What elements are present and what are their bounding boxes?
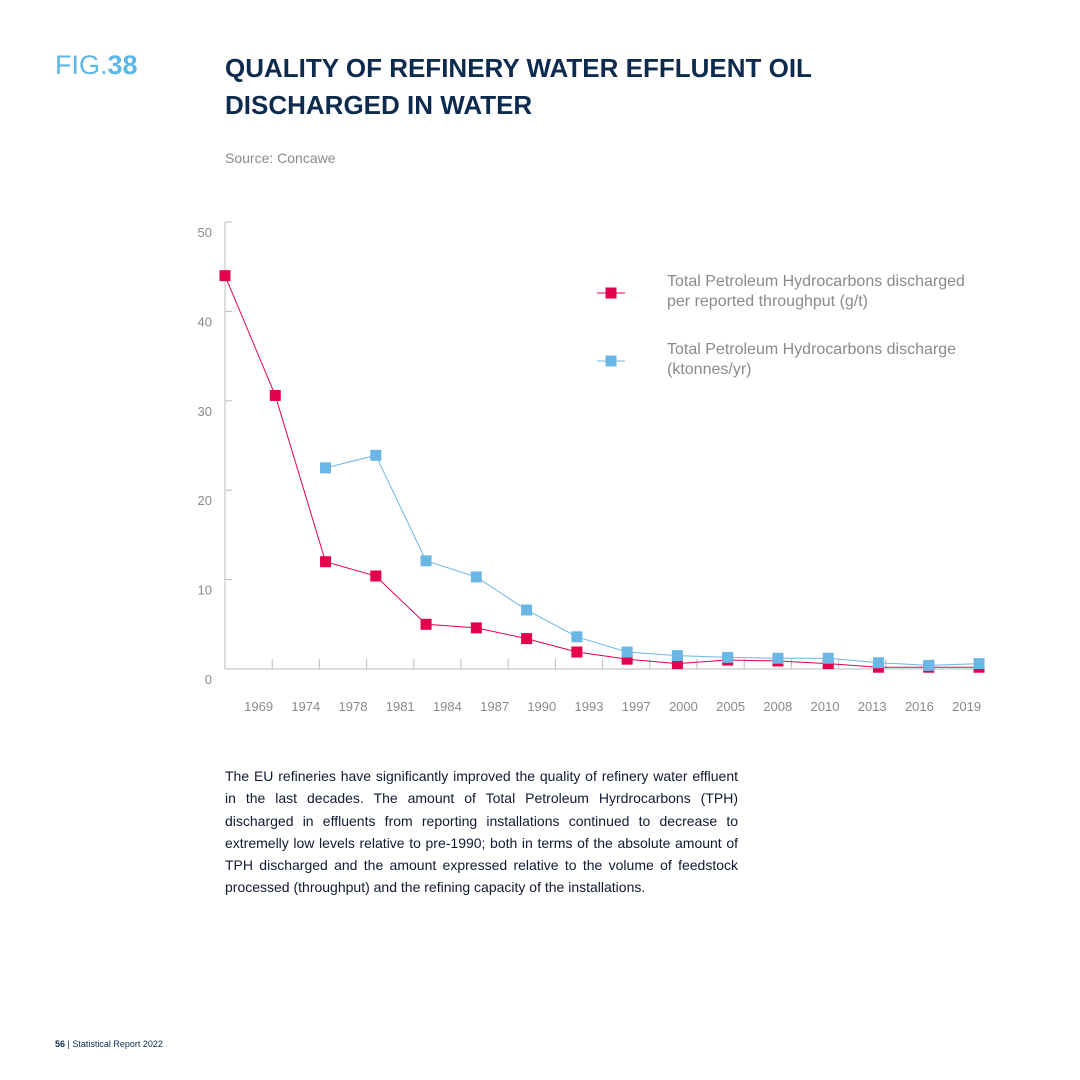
point: [269, 389, 281, 401]
x-tick-label: 2016: [905, 699, 934, 714]
y-tick-label: 20: [198, 493, 212, 508]
point: [722, 651, 734, 663]
x-tick-label: 1978: [339, 699, 368, 714]
point: [470, 622, 482, 634]
point: [671, 650, 683, 662]
legend-swatch: [605, 287, 617, 299]
point: [621, 653, 633, 665]
point: [420, 618, 432, 630]
x-tick-label: 1984: [433, 699, 462, 714]
point: [923, 659, 935, 671]
point: [370, 570, 382, 582]
x-tick-label: 2013: [858, 699, 887, 714]
series-line: [325, 454, 980, 666]
point: [621, 646, 633, 658]
x-tick-label: 2019: [952, 699, 981, 714]
point: [671, 658, 683, 670]
x-tick-label: 1997: [622, 699, 651, 714]
series-line: [224, 275, 979, 668]
title: QUALITY OF REFINERY WATER EFFLUENT OIL D…: [225, 50, 812, 124]
x-tick-label: 2008: [763, 699, 792, 714]
x-tick-label: 2000: [669, 699, 698, 714]
y-tick-label: 30: [198, 404, 212, 419]
point: [470, 571, 482, 583]
legend-swatch: [605, 355, 617, 367]
x-tick-label: 2005: [716, 699, 745, 714]
point: [370, 449, 382, 461]
y-tick-label: 10: [198, 583, 212, 598]
point: [521, 604, 533, 616]
point: [973, 658, 985, 670]
footer-text: | Statistical Report 2022: [67, 1039, 163, 1049]
point: [320, 556, 332, 568]
page-number: 56: [55, 1039, 66, 1049]
y-tick-label: 0: [205, 672, 212, 687]
point: [420, 555, 432, 567]
legend-label: Total Petroleum Hydrocarbons discharge (…: [667, 341, 957, 378]
y-tick-label: 40: [198, 314, 212, 329]
fig-label: FIG.38: [55, 50, 138, 81]
x-tick-label: 2010: [811, 699, 840, 714]
point: [521, 633, 533, 645]
fig-prefix: FIG.: [55, 50, 108, 80]
legend-label: Total Petroleum Hydrocarbons discharged …: [667, 273, 965, 310]
point: [320, 462, 332, 474]
body-text: The EU refineries have significantly imp…: [225, 768, 738, 896]
point: [772, 652, 784, 664]
x-tick-label: 1990: [527, 699, 556, 714]
x-tick-label: 1981: [386, 699, 415, 714]
title-line: DISCHARGED IN WATER: [225, 90, 533, 120]
title-line: QUALITY OF REFINERY WATER EFFLUENT OIL: [225, 53, 812, 83]
footer: 56 | Statistical Report 2022: [55, 1039, 163, 1049]
fig-number: 38: [107, 50, 138, 80]
point: [571, 646, 583, 658]
point: [872, 657, 884, 669]
x-tick-label: 1974: [291, 699, 320, 714]
y-tick-label: 50: [198, 225, 212, 240]
x-tick-label: 1969: [244, 699, 273, 714]
point: [822, 652, 834, 664]
point: [219, 270, 231, 282]
x-tick-label: 1987: [480, 699, 509, 714]
source: Source: Concawe: [225, 150, 336, 166]
point: [571, 631, 583, 643]
x-tick-label: 1993: [575, 699, 604, 714]
